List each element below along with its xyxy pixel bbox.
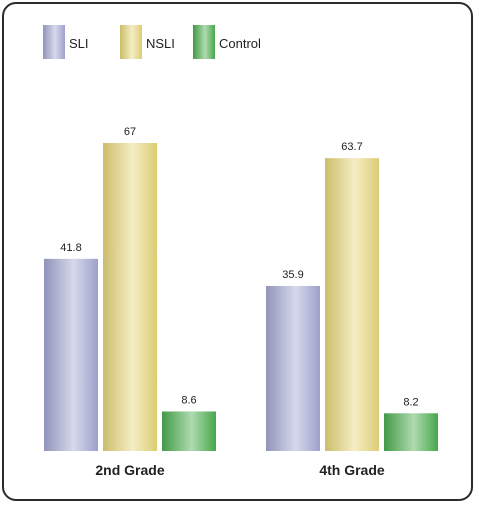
category-label: 4th Grade (319, 462, 385, 478)
legend-swatch (43, 25, 65, 59)
legend-item-sli: SLI (43, 25, 89, 59)
legend: SLI NSLI Control (43, 25, 261, 59)
data-label: 35.9 (282, 269, 303, 281)
bar-control-4th-grade (384, 413, 438, 451)
bar-sli-2nd-grade (44, 258, 98, 451)
data-label: 63.7 (341, 141, 362, 153)
bars (44, 143, 438, 451)
bar-control-2nd-grade (162, 411, 216, 451)
category-label: 2nd Grade (95, 462, 164, 478)
data-labels: 41.8 67 8.6 35.9 63.7 8.2 (60, 126, 418, 408)
legend-item-nsli: NSLI (120, 25, 175, 59)
data-label: 8.2 (403, 396, 418, 408)
legend-swatch (120, 25, 142, 59)
data-label: 8.6 (181, 394, 196, 406)
legend-item-control: Control (193, 25, 261, 59)
legend-label: Control (219, 36, 261, 51)
category-labels: 2nd Grade 4th Grade (95, 462, 385, 478)
legend-label: NSLI (146, 36, 175, 51)
legend-swatch (193, 25, 215, 59)
data-label: 41.8 (60, 242, 81, 254)
bar-sli-4th-grade (266, 285, 320, 451)
data-label: 67 (124, 126, 136, 138)
bar-nsli-4th-grade (325, 158, 379, 451)
legend-label: SLI (69, 36, 89, 51)
bar-nsli-2nd-grade (103, 143, 157, 451)
